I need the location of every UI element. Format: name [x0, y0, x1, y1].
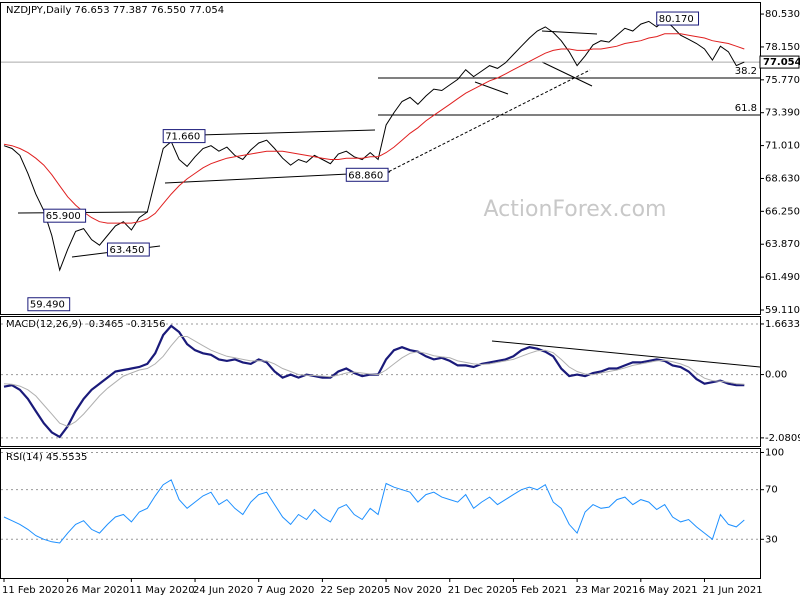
- series-line: [3, 336, 745, 427]
- fib-label: 38.2: [735, 66, 757, 77]
- price-title: NZDJPY,Daily 76.653 77.387 76.550 77.054: [6, 5, 224, 16]
- y-tick-label: 71.010: [765, 141, 800, 152]
- y-tick-label: 66.250: [765, 206, 800, 217]
- y-tick-label: 30: [765, 534, 778, 545]
- y-tick-label: 63.870: [765, 239, 800, 250]
- annotation-label: 63.450: [109, 245, 144, 256]
- x-tick-label: 21 Dec 2020: [448, 585, 512, 596]
- trendline: [491, 340, 761, 368]
- price-pane: [0, 2, 761, 315]
- y-tick-label: 73.390: [765, 108, 800, 119]
- y-tick-label: 75.770: [765, 75, 800, 86]
- rsi-pane: [0, 448, 761, 579]
- y-tick-label: 80.530: [765, 9, 800, 20]
- series-line: [3, 33, 745, 224]
- last-price-box: [759, 55, 800, 69]
- annotation-label: 71.660: [165, 132, 200, 143]
- x-tick-label: 21 Jun 2021: [702, 585, 762, 596]
- y-tick-label: 70: [765, 485, 778, 496]
- series-line: [3, 479, 745, 544]
- annotation-box: [27, 297, 71, 312]
- y-tick-label: 61.490: [765, 272, 800, 283]
- x-tick-label: 11 May 2020: [129, 585, 194, 596]
- annotation-label: 65.900: [46, 211, 81, 222]
- y-tick-label: 100: [765, 447, 784, 458]
- y-tick-label: 68.630: [765, 173, 800, 184]
- fib-label: 61.8: [735, 103, 757, 114]
- x-tick-label: 6 May 2021: [639, 585, 698, 596]
- watermark: ActionForex.com: [484, 197, 667, 222]
- rsi-title: RSI(14) 45.5535: [6, 452, 87, 463]
- trendline: [379, 69, 591, 177]
- trendline: [541, 61, 593, 87]
- x-tick-label: 23 Mar 2021: [575, 585, 638, 596]
- annotation-box: [162, 129, 206, 144]
- last-price-label: 77.054: [763, 57, 800, 68]
- annotation-label: 59.490: [30, 300, 65, 311]
- x-tick-label: 11 Feb 2020: [2, 585, 64, 596]
- y-tick-label: 1.6633: [765, 319, 800, 330]
- x-tick-label: 24 Jun 2020: [193, 585, 253, 596]
- annotation-box: [106, 242, 150, 257]
- y-tick-label: 59.110: [765, 305, 800, 316]
- trendline: [474, 81, 509, 95]
- annotation-box: [656, 11, 700, 26]
- series-line: [3, 19, 745, 272]
- annotation-box: [43, 208, 87, 223]
- x-tick-label: 7 Aug 2020: [257, 585, 315, 596]
- annotation-label: 68.860: [348, 170, 383, 181]
- macd-title: MACD(12,26,9) -0.3465 -0.3156: [6, 319, 166, 330]
- y-tick-label: 78.150: [765, 42, 800, 53]
- x-tick-label: 5 Feb 2021: [511, 585, 567, 596]
- x-tick-label: 5 Nov 2020: [384, 585, 442, 596]
- x-tick-label: 26 Mar 2020: [66, 585, 129, 596]
- x-tick-label: 22 Sep 2020: [320, 585, 383, 596]
- y-tick-label: 0.00: [765, 370, 787, 381]
- y-tick-label: -2.0809: [765, 433, 800, 444]
- annotation-box: [345, 167, 389, 182]
- macd-pane: [0, 316, 761, 447]
- annotation-label: 80.170: [659, 14, 694, 25]
